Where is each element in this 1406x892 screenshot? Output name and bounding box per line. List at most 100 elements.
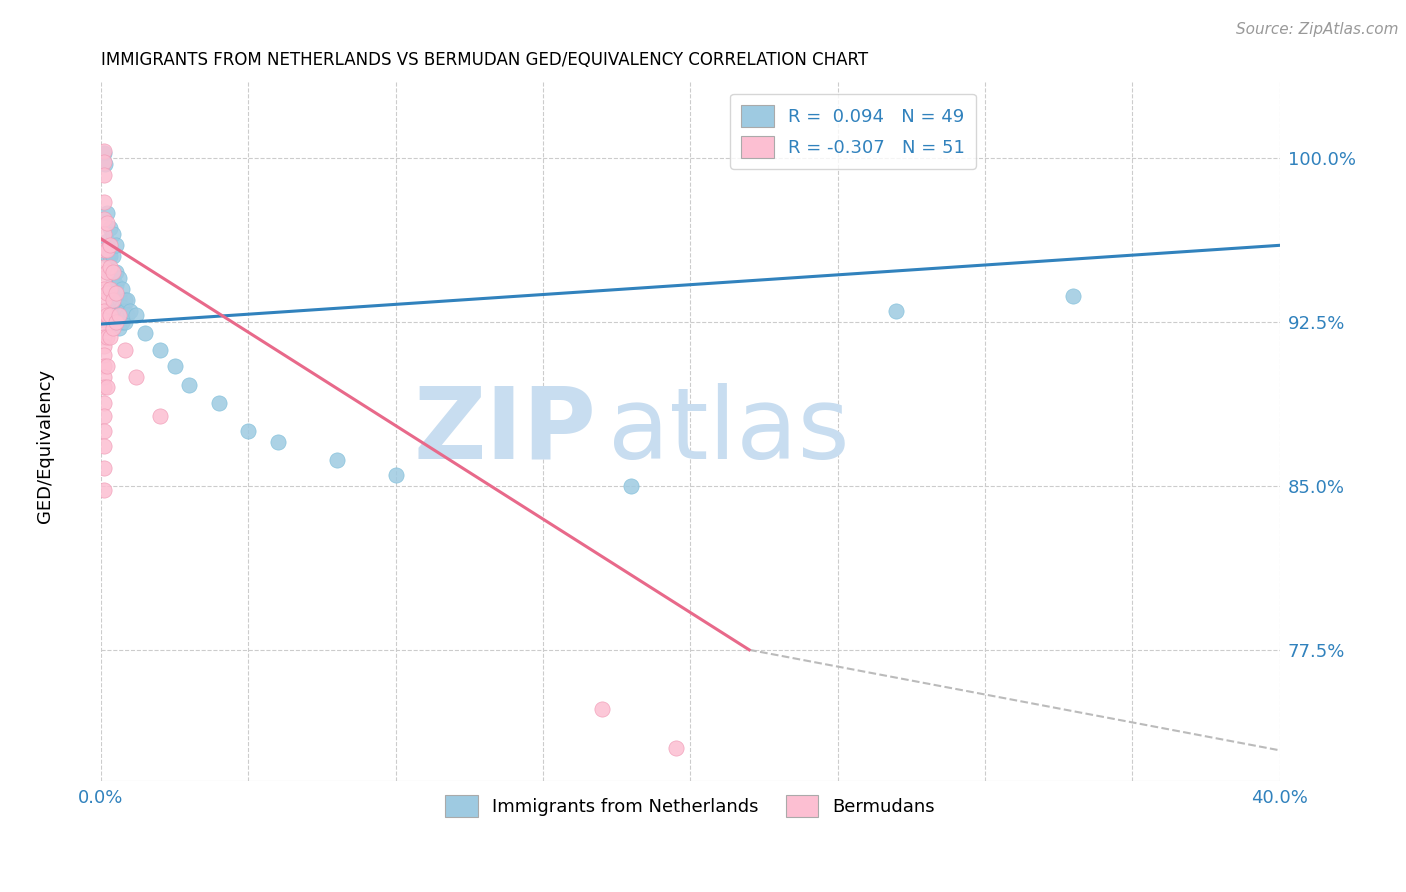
Point	[149, 343, 172, 358]
Point	[114, 293, 136, 307]
Point	[98, 282, 121, 296]
Point	[94, 157, 117, 171]
Point	[104, 308, 127, 322]
Point	[93, 293, 115, 307]
Point	[104, 264, 127, 278]
Point	[101, 293, 124, 307]
Text: ZIP: ZIP	[413, 383, 596, 480]
Point	[114, 315, 136, 329]
Point	[104, 315, 127, 329]
Point	[93, 194, 115, 209]
Point	[134, 326, 156, 340]
Point	[117, 308, 139, 322]
Point	[104, 238, 127, 252]
Point	[110, 282, 132, 296]
Point	[93, 282, 115, 296]
Point	[1062, 288, 1084, 302]
Legend: Immigrants from Netherlands, Bermudans: Immigrants from Netherlands, Bermudans	[437, 788, 942, 824]
Point	[664, 741, 686, 756]
Point	[125, 369, 148, 384]
Point	[98, 308, 121, 322]
Point	[93, 271, 115, 285]
Point	[93, 155, 115, 169]
Text: Source: ZipAtlas.com: Source: ZipAtlas.com	[1236, 22, 1399, 37]
Point	[93, 312, 115, 326]
Point	[114, 343, 136, 358]
Point	[114, 304, 136, 318]
Point	[97, 249, 120, 263]
Point	[96, 308, 118, 322]
Point	[107, 271, 129, 285]
Point	[104, 304, 127, 318]
Point	[96, 330, 118, 344]
Point	[93, 243, 115, 257]
Point	[163, 359, 186, 373]
Point	[267, 435, 290, 450]
Point	[96, 359, 118, 373]
Point	[101, 321, 124, 335]
Point	[107, 321, 129, 335]
Point	[93, 369, 115, 384]
Point	[104, 286, 127, 301]
Point	[101, 297, 124, 311]
Point	[591, 702, 613, 716]
Point	[101, 249, 124, 263]
Point	[93, 146, 115, 161]
Point	[98, 249, 121, 263]
Point	[96, 286, 118, 301]
Point	[107, 308, 129, 322]
Point	[93, 424, 115, 438]
Point	[149, 409, 172, 423]
Point	[98, 220, 121, 235]
Point	[104, 277, 127, 292]
Point	[179, 378, 201, 392]
Point	[98, 264, 121, 278]
Point	[96, 205, 118, 219]
Point	[93, 260, 115, 275]
Text: IMMIGRANTS FROM NETHERLANDS VS BERMUDAN GED/EQUIVALENCY CORRELATION CHART: IMMIGRANTS FROM NETHERLANDS VS BERMUDAN …	[101, 51, 868, 69]
Point	[96, 234, 118, 248]
Point	[93, 145, 115, 159]
Point	[93, 409, 115, 423]
Point	[93, 359, 115, 373]
Point	[110, 308, 132, 322]
Point	[384, 467, 406, 482]
Point	[98, 282, 121, 296]
Point	[107, 304, 129, 318]
Point	[110, 315, 132, 329]
Text: atlas: atlas	[607, 383, 849, 480]
Point	[107, 315, 129, 329]
Point	[96, 380, 118, 394]
Point	[101, 304, 124, 318]
Point	[93, 339, 115, 353]
Point	[93, 212, 115, 227]
Text: GED/Equivalency: GED/Equivalency	[37, 369, 53, 523]
Point	[101, 227, 124, 242]
Point	[107, 291, 129, 305]
Point	[93, 348, 115, 362]
Point	[107, 308, 129, 322]
Point	[98, 238, 121, 252]
Point	[117, 293, 139, 307]
Point	[93, 380, 115, 394]
Point	[101, 271, 124, 285]
Point	[96, 217, 118, 231]
Point	[620, 479, 643, 493]
Point	[208, 396, 231, 410]
Point	[104, 293, 127, 307]
Point	[101, 264, 124, 278]
Point	[120, 304, 142, 318]
Point	[96, 264, 118, 278]
Point	[886, 304, 908, 318]
Point	[325, 452, 347, 467]
Point	[93, 227, 115, 242]
Point	[98, 330, 121, 344]
Point	[93, 169, 115, 183]
Point	[93, 483, 115, 498]
Point	[93, 321, 115, 335]
Point	[110, 300, 132, 314]
Point	[93, 440, 115, 454]
Point	[96, 243, 118, 257]
Point	[125, 308, 148, 322]
Point	[93, 461, 115, 475]
